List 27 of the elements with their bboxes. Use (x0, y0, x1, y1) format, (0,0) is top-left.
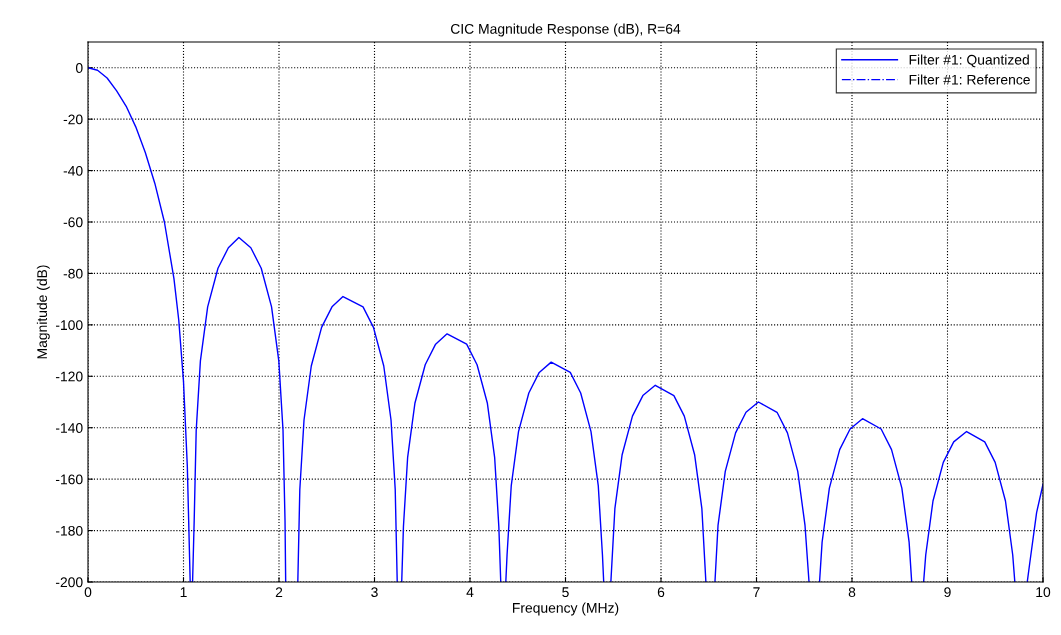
x-tick-label: 3 (371, 587, 378, 598)
x-tick-label: 5 (562, 587, 569, 598)
y-tick-label: -200 (55, 577, 83, 588)
y-tick-label: -80 (63, 268, 83, 279)
x-tick-label: 7 (753, 587, 760, 597)
x-axis-title: Frequency (MHz) (513, 602, 619, 616)
x-tick-label: 8 (848, 587, 856, 598)
y-tick-label: -20 (63, 114, 83, 125)
y-tick-label: 0 (75, 63, 83, 73)
x-tick-label: 1 (180, 587, 187, 597)
legend-label: Filter #1: Reference (909, 74, 1030, 85)
y-tick-label: -180 (55, 525, 83, 536)
x-tick-label: 0 (84, 587, 92, 598)
y-tick-label: -160 (55, 474, 83, 485)
legend-label: Filter #1: Quantized (909, 54, 1029, 68)
y-axis-title: Magnitude (dB) (36, 265, 50, 359)
y-tick-label: -100 (55, 320, 83, 331)
chart-title: CIC Magnitude Response (dB), R=64 (450, 23, 681, 37)
y-tick-label: -60 (63, 217, 83, 228)
y-tick-label: -40 (63, 165, 83, 176)
y-tick-label: -140 (55, 423, 83, 433)
x-tick-label: 2 (275, 587, 283, 597)
x-tick-label: 6 (657, 587, 665, 598)
y-tick-label: -120 (55, 371, 83, 382)
x-tick-label: 9 (944, 587, 951, 598)
x-tick-label: 10 (1036, 587, 1051, 598)
x-tick-label: 4 (466, 587, 474, 597)
